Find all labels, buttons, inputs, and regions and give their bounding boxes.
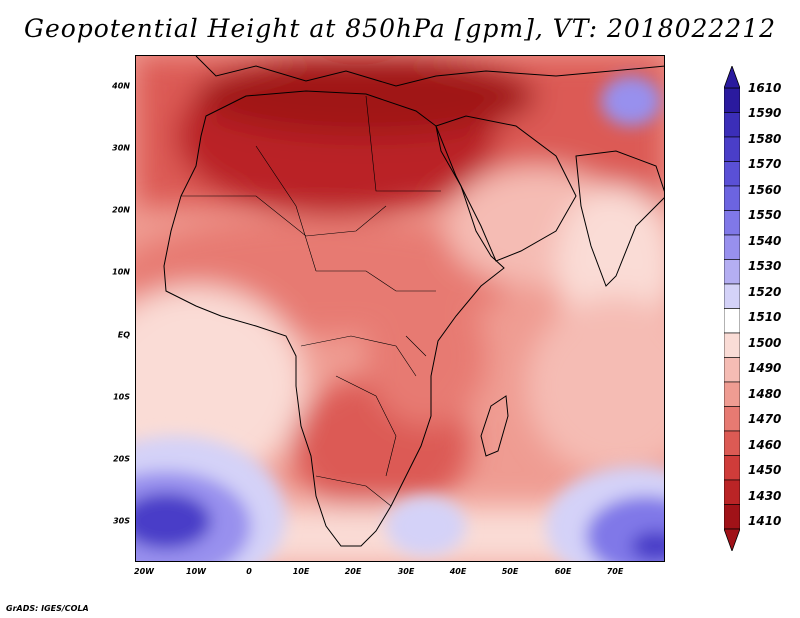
lat-label-20n: 20N bbox=[112, 205, 130, 215]
colorbar-segment bbox=[724, 112, 740, 138]
himalaya-low bbox=[601, 76, 661, 126]
europe-coastline bbox=[195, 56, 664, 87]
lat-label-20s: 20S bbox=[113, 454, 130, 464]
colorbar-label-1560: 1560 bbox=[748, 183, 782, 197]
lon-label-10w: 10W bbox=[186, 567, 206, 576]
colorbar-segment bbox=[724, 259, 740, 285]
colorbar-label-1520: 1520 bbox=[748, 285, 782, 299]
lon-label-20w: 20W bbox=[134, 567, 154, 576]
colorbar-bottom-arrow bbox=[724, 528, 740, 551]
madagascar bbox=[480, 395, 509, 457]
colorbar-segment bbox=[724, 357, 740, 383]
chart-title: Geopotential Height at 850hPa [gpm], VT:… bbox=[23, 14, 777, 43]
colorbar-segment bbox=[724, 430, 740, 456]
geopotential-field bbox=[136, 56, 664, 561]
colorbar-label-1610: 1610 bbox=[748, 81, 782, 95]
colorbar-label-1510: 1510 bbox=[748, 310, 782, 324]
colorbar-label-1470: 1470 bbox=[748, 412, 782, 426]
country-borders bbox=[181, 95, 441, 507]
lat-label-10n: 10N bbox=[112, 267, 130, 277]
colorbar-label-1430: 1430 bbox=[748, 489, 782, 503]
lon-label-10e: 10E bbox=[292, 567, 310, 576]
colorbar-segment bbox=[724, 283, 740, 309]
colorbar-segment bbox=[724, 381, 740, 407]
map-plot-area bbox=[135, 55, 665, 562]
colorbar-label-1550: 1550 bbox=[748, 208, 782, 222]
colorbar-label-1410: 1410 bbox=[748, 514, 782, 528]
lon-label-60e: 60E bbox=[554, 567, 572, 576]
mozambique-pale bbox=[386, 496, 466, 556]
colorbar-segment bbox=[724, 308, 740, 334]
colorbar bbox=[724, 66, 740, 551]
lon-label-50e: 50E bbox=[501, 567, 519, 576]
colorbar-segment bbox=[724, 87, 740, 113]
atlantic-pale bbox=[136, 286, 306, 486]
lat-label-eq: EQ bbox=[117, 330, 130, 340]
colorbar-segment bbox=[724, 406, 740, 432]
colorbar-label-1500: 1500 bbox=[748, 336, 782, 350]
lat-label-30n: 30N bbox=[112, 143, 130, 153]
colorbar-segment bbox=[724, 136, 740, 162]
colorbar-segment bbox=[724, 234, 740, 260]
colorbar-segment bbox=[724, 161, 740, 187]
colorbar-segment bbox=[724, 504, 740, 530]
india-coastline bbox=[575, 150, 664, 287]
southeast-low-core bbox=[631, 531, 664, 561]
colorbar-label-1490: 1490 bbox=[748, 361, 782, 375]
lon-label-30e: 30E bbox=[397, 567, 415, 576]
arabia-coastline bbox=[435, 115, 577, 262]
coastlines bbox=[163, 56, 664, 547]
lon-label-70e: 70E bbox=[606, 567, 624, 576]
lat-label-30s: 30S bbox=[113, 516, 130, 526]
grads-credit: GrADS: IGES/COLA bbox=[6, 604, 89, 613]
lat-label-10s: 10S bbox=[113, 392, 130, 402]
southwest-low-core bbox=[136, 493, 211, 549]
colorbar-segment bbox=[724, 455, 740, 481]
colorbar-segment bbox=[724, 332, 740, 358]
colorbar-segment bbox=[724, 210, 740, 236]
lon-label-0: 0 bbox=[246, 567, 252, 576]
colorbar-label-1540: 1540 bbox=[748, 234, 782, 248]
colorbar-label-1570: 1570 bbox=[748, 157, 782, 171]
lon-label-40e: 40E bbox=[449, 567, 467, 576]
colorbar-segment bbox=[724, 479, 740, 505]
colorbar-label-1460: 1460 bbox=[748, 438, 782, 452]
colorbar-label-1580: 1580 bbox=[748, 132, 782, 146]
lon-label-20e: 20E bbox=[344, 567, 362, 576]
colorbar-label-1530: 1530 bbox=[748, 259, 782, 273]
lat-label-40n: 40N bbox=[112, 81, 130, 91]
colorbar-label-1590: 1590 bbox=[748, 106, 782, 120]
colorbar-segment bbox=[724, 185, 740, 211]
colorbar-label-1450: 1450 bbox=[748, 463, 782, 477]
africa-coastline bbox=[163, 90, 505, 547]
colorbar-label-1480: 1480 bbox=[748, 387, 782, 401]
ocean-east-pale bbox=[526, 296, 664, 476]
colorbar-top-arrow bbox=[724, 66, 740, 89]
